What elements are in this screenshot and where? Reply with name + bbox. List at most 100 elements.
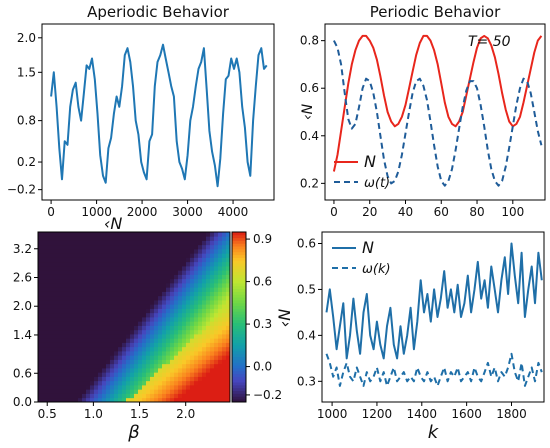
heatmap-cell (70, 261, 75, 267)
heatmap-cell (194, 376, 199, 382)
heatmap-cell (42, 266, 47, 271)
heatmap-cell (42, 236, 47, 241)
heatmap-cell (178, 274, 183, 280)
heatmap-cell (206, 308, 211, 314)
heatmap-cell (50, 261, 55, 267)
heatmap-cell (114, 376, 119, 382)
legend-label-0: N (364, 152, 376, 171)
heatmap-cell (130, 393, 135, 399)
heatmap-cell (214, 278, 219, 284)
heatmap-cell (98, 334, 103, 339)
heatmap-cell (174, 300, 179, 305)
heatmap-cell (130, 236, 135, 241)
heatmap-cell (50, 283, 55, 288)
heatmap-cell (170, 312, 175, 318)
heatmap-cell (190, 249, 195, 254)
heatmap-cell (78, 287, 83, 292)
heatmap-cell (134, 317, 139, 322)
heatmap-cell (82, 278, 87, 284)
heatmap-cell (50, 278, 55, 284)
heatmap-cell (126, 249, 131, 254)
heatmap-cell (118, 295, 123, 301)
heatmap-cell (170, 393, 175, 399)
heatmap-cell (94, 325, 99, 331)
heatmap-cell (162, 232, 167, 237)
heatmap-cell (134, 355, 139, 360)
heatmap-cell (142, 393, 147, 399)
heatmap-cell (166, 240, 171, 246)
heatmap-cell (134, 351, 139, 356)
heatmap-cell (218, 283, 223, 288)
heatmap-cell (162, 385, 167, 390)
heatmap-cell (166, 261, 171, 267)
heatmap-cell (194, 287, 199, 292)
heatmap-cell (98, 346, 103, 352)
heatmap-cell (46, 376, 51, 382)
heatmap-cell (74, 287, 79, 292)
heatmap-cell (114, 363, 119, 369)
heatmap-cell (186, 312, 191, 318)
heatmap-cell (118, 312, 123, 318)
heatmap-cell (110, 380, 115, 386)
heatmap-cell (42, 346, 47, 352)
heatmap-cell (202, 325, 207, 331)
heatmap-cell (226, 236, 231, 241)
heatmap-cell (118, 317, 123, 322)
heatmap-cell (154, 351, 159, 356)
heatmap-cell (154, 334, 159, 339)
heatmap-cell (114, 389, 119, 394)
heatmap-cell (74, 295, 79, 301)
heatmap-cell (78, 283, 83, 288)
heatmap-cell (102, 355, 107, 360)
heatmap-cell (162, 291, 167, 297)
heatmap-cell (102, 236, 107, 241)
heatmap-cell (222, 355, 227, 360)
heatmap-cell (70, 312, 75, 318)
heatmap-cell (70, 249, 75, 254)
heatmap-cell (210, 274, 215, 280)
heatmap-cell (210, 397, 215, 403)
heatmap-cell (202, 355, 207, 360)
heatmap-cell (186, 329, 191, 335)
y-tick-label: 0.4 (300, 129, 319, 143)
heatmap-cell (94, 257, 99, 263)
heatmap-cell (222, 287, 227, 292)
heatmap-cell (86, 346, 91, 352)
heatmap-cell (170, 334, 175, 339)
heatmap-cell (50, 359, 55, 365)
heatmap-cell (94, 363, 99, 369)
heatmap-cell (46, 257, 51, 263)
heatmap-cell (194, 317, 199, 322)
heatmap-cell (218, 232, 223, 237)
y-tick-label: 2.0 (17, 31, 36, 45)
heatmap-cell (106, 363, 111, 369)
heatmap-cell (38, 274, 43, 280)
heatmap-cell (218, 253, 223, 258)
x-axis-label: β (127, 422, 140, 443)
heatmap-cell (166, 236, 171, 241)
heatmap-cell (130, 397, 135, 403)
heatmap-cell (82, 372, 87, 377)
heatmap-cell (210, 295, 215, 301)
colorbar-segment (232, 319, 246, 324)
heatmap-cell (190, 393, 195, 399)
heatmap-cell (74, 351, 79, 356)
x-tick-label: 1800 (496, 407, 527, 421)
heatmap-cell (58, 244, 63, 250)
heatmap-cell (78, 304, 83, 309)
heatmap-cell (130, 300, 135, 305)
heatmap-cell (146, 325, 151, 331)
heatmap-cell (94, 385, 99, 390)
y-tick-label: 0.6 (13, 366, 32, 380)
heatmap-cell (114, 325, 119, 331)
heatmap-cell (166, 300, 171, 305)
heatmap-cell (42, 257, 47, 263)
colorbar-segment (232, 365, 246, 369)
heatmap-cell (158, 278, 163, 284)
heatmap-cell (94, 346, 99, 352)
heatmap-cell (198, 291, 203, 297)
heatmap-cell (158, 270, 163, 275)
heatmap-cell (74, 372, 79, 377)
heatmap-cell (222, 232, 227, 237)
heatmap-cell (158, 368, 163, 373)
